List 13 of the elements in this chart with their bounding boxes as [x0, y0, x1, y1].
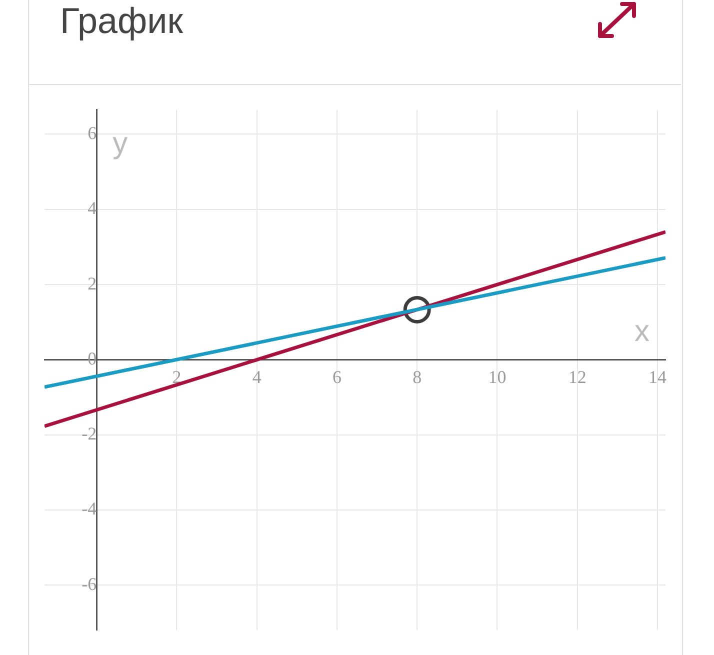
x-tick-label: 12 [568, 367, 586, 388]
x-tick-label: 6 [332, 367, 342, 388]
y-tick-label: -2 [82, 424, 97, 444]
y-axis-title: y [112, 127, 128, 160]
y-tick-label: 2 [88, 273, 97, 294]
x-tick-label: 4 [252, 367, 262, 388]
x-tick-label: 14 [648, 367, 666, 388]
y-tick-label: 6 [88, 122, 97, 143]
y-tick-label: -6 [82, 574, 97, 594]
x-tick-label: 8 [412, 367, 422, 388]
x-tick-label: 10 [488, 367, 506, 388]
x-axis-title: x [634, 314, 650, 348]
chart-title: График [60, 0, 183, 42]
